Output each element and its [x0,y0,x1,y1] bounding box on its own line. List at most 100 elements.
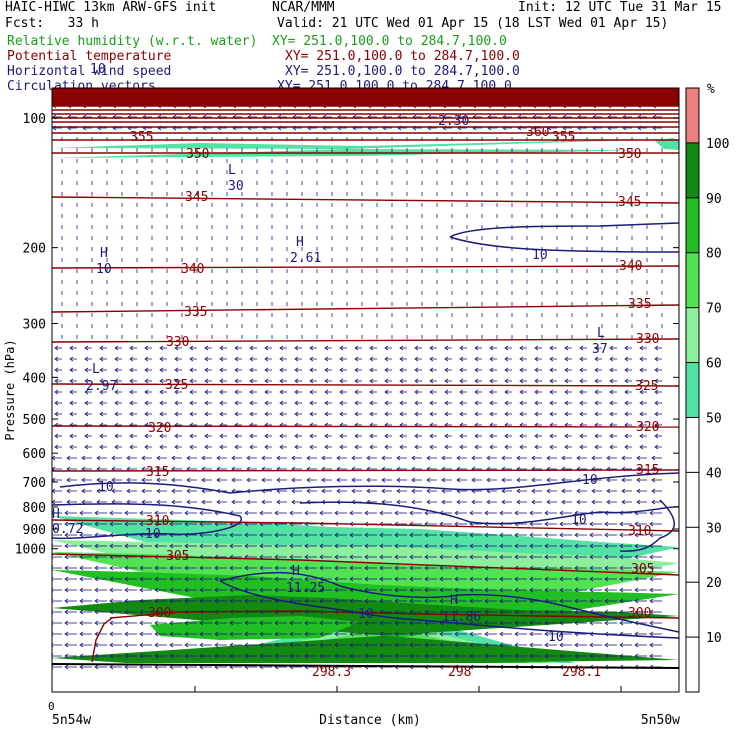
vector-arrow [589,587,594,593]
vector-arrow [534,356,539,362]
vector-arrow [319,653,324,659]
vector-arrow [64,554,69,560]
vector-arrow [544,587,549,593]
theta-contour-line [52,338,679,343]
vector-arrow [484,609,489,615]
vector-arrow [634,653,639,659]
vector-arrow [321,488,326,494]
vector-arrow [334,510,339,516]
vector-arrow [214,631,219,637]
vector-arrow [94,587,99,593]
vector-arrow [309,433,314,439]
vector-arrow [589,532,594,538]
vector-arrow [229,565,234,571]
vector-arrow [69,367,74,373]
vector-arrow [54,367,59,373]
vector-arrow [619,543,624,549]
vector-arrow [441,477,446,483]
vector-arrow [79,510,84,516]
y-tick-label: 1000 [15,543,46,558]
vector-arrow [486,455,491,461]
extremum-marker-H: H [296,235,304,250]
vector-arrow [229,543,234,549]
vector-arrow [589,653,594,659]
vector-arrow [606,499,611,505]
vector-arrow [649,642,654,648]
vector-arrow [399,444,404,450]
vector-arrow [634,521,639,527]
vector-arrow [396,499,401,505]
vector-arrow [339,378,344,384]
vector-arrow [184,565,189,571]
vector-arrow [249,389,254,395]
vector-arrow [444,411,449,417]
vector-arrow [654,356,659,362]
vector-arrow [564,411,569,417]
vector-arrow [414,378,419,384]
vector-arrow [184,543,189,549]
vector-arrow [79,664,84,670]
vector-arrow [99,411,104,417]
vector-arrow [454,543,459,549]
vector-arrow [429,444,434,450]
vector-arrow [394,532,399,538]
vector-arrow [139,653,144,659]
vector-arrow [594,378,599,384]
vector-arrow [384,356,389,362]
vector-arrow [294,345,299,351]
vector-arrow [84,433,89,439]
vector-arrow [84,389,89,395]
y-tick-label: 500 [23,413,46,428]
vector-arrow [129,378,134,384]
vector-arrow [289,653,294,659]
vector-arrow [189,367,194,373]
vector-arrow [534,345,539,351]
vector-arrow [624,356,629,362]
vector-arrow [69,411,74,417]
vector-arrow [639,411,644,417]
vector-arrow [559,543,564,549]
vector-arrow [444,389,449,395]
vector-arrow [319,620,324,626]
vector-arrow [411,488,416,494]
theta-extra-label: 298.1 [562,665,601,680]
vector-arrow [474,389,479,395]
vector-arrow [604,653,609,659]
vector-arrow [214,532,219,538]
vector-arrow [204,367,209,373]
vector-arrow [589,554,594,560]
vector-arrow [171,455,176,461]
vector-arrow [514,543,519,549]
vector-arrow [514,620,519,626]
vector-arrow [304,587,309,593]
vector-arrow [99,356,104,362]
theta-contours [52,88,679,669]
vector-arrow [589,521,594,527]
vector-arrow [304,510,309,516]
vector-arrow [514,510,519,516]
vector-arrow [114,433,119,439]
vector-arrow [244,653,249,659]
valid-time: Valid: 21 UTC Wed 01 Apr 15 (18 LST Wed … [277,16,669,31]
vector-arrow [514,576,519,582]
vector-arrow [289,587,294,593]
vector-arrow [529,620,534,626]
vector-arrow [579,433,584,439]
vector-arrow [334,543,339,549]
vector-arrow [454,521,459,527]
vector-arrow [489,400,494,406]
vector-arrow [364,631,369,637]
vector-arrow [559,642,564,648]
vector-arrow [409,532,414,538]
vector-arrow [589,598,594,604]
vector-arrow [516,488,521,494]
vector-arrow [124,510,129,516]
wind-speed-label: 10 [90,62,106,77]
vector-arrow [459,444,464,450]
vector-arrow [84,444,89,450]
vector-arrow [519,400,524,406]
vector-arrow [291,488,296,494]
theta-contour-line [52,265,679,269]
vector-arrow [439,609,444,615]
vector-arrow [259,631,264,637]
